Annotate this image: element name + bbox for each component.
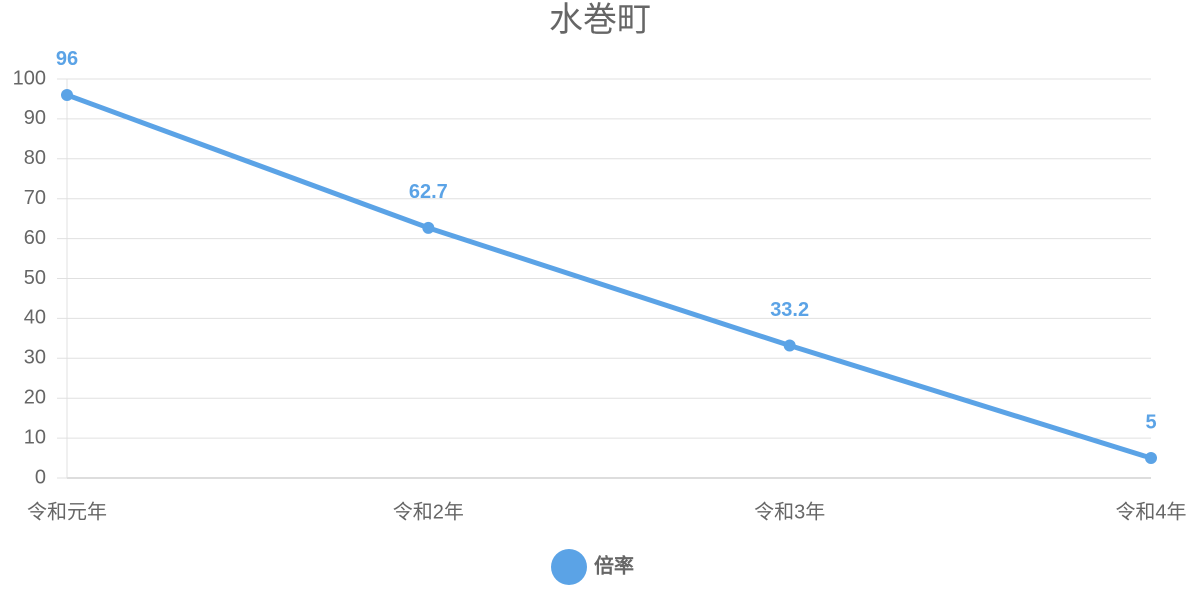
y-tick-label: 20 — [24, 386, 46, 408]
y-tick-label: 0 — [35, 466, 46, 488]
data-point — [422, 221, 435, 234]
x-tick-label: 令和元年 — [27, 500, 107, 523]
x-tick-label: 令和2年 — [393, 500, 464, 523]
data-label: 96 — [56, 48, 78, 70]
data-point — [783, 339, 796, 352]
y-tick-label: 100 — [13, 67, 46, 89]
chart-title: 水巻町 — [549, 1, 651, 39]
legend-marker — [551, 549, 587, 585]
data-label: 5 — [1145, 411, 1156, 433]
data-point — [1145, 452, 1157, 465]
y-tick-label: 60 — [24, 227, 46, 249]
data-label: 33.2 — [770, 299, 809, 321]
legend-label: 倍率 — [594, 553, 634, 577]
y-tick-label: 90 — [24, 107, 46, 129]
data-point — [61, 88, 73, 101]
data-label: 62.7 — [409, 181, 448, 203]
y-tick-label: 80 — [24, 147, 46, 169]
x-tick-label: 令和4年 — [1115, 500, 1186, 523]
y-tick-label: 10 — [24, 426, 46, 448]
y-tick-label: 70 — [24, 187, 46, 209]
data-line — [66, 92, 1152, 461]
y-tick-label: 30 — [24, 347, 46, 369]
x-tick-label: 令和3年 — [754, 500, 825, 523]
y-tick-label: 50 — [24, 267, 46, 289]
y-tick-label: 40 — [24, 307, 46, 329]
